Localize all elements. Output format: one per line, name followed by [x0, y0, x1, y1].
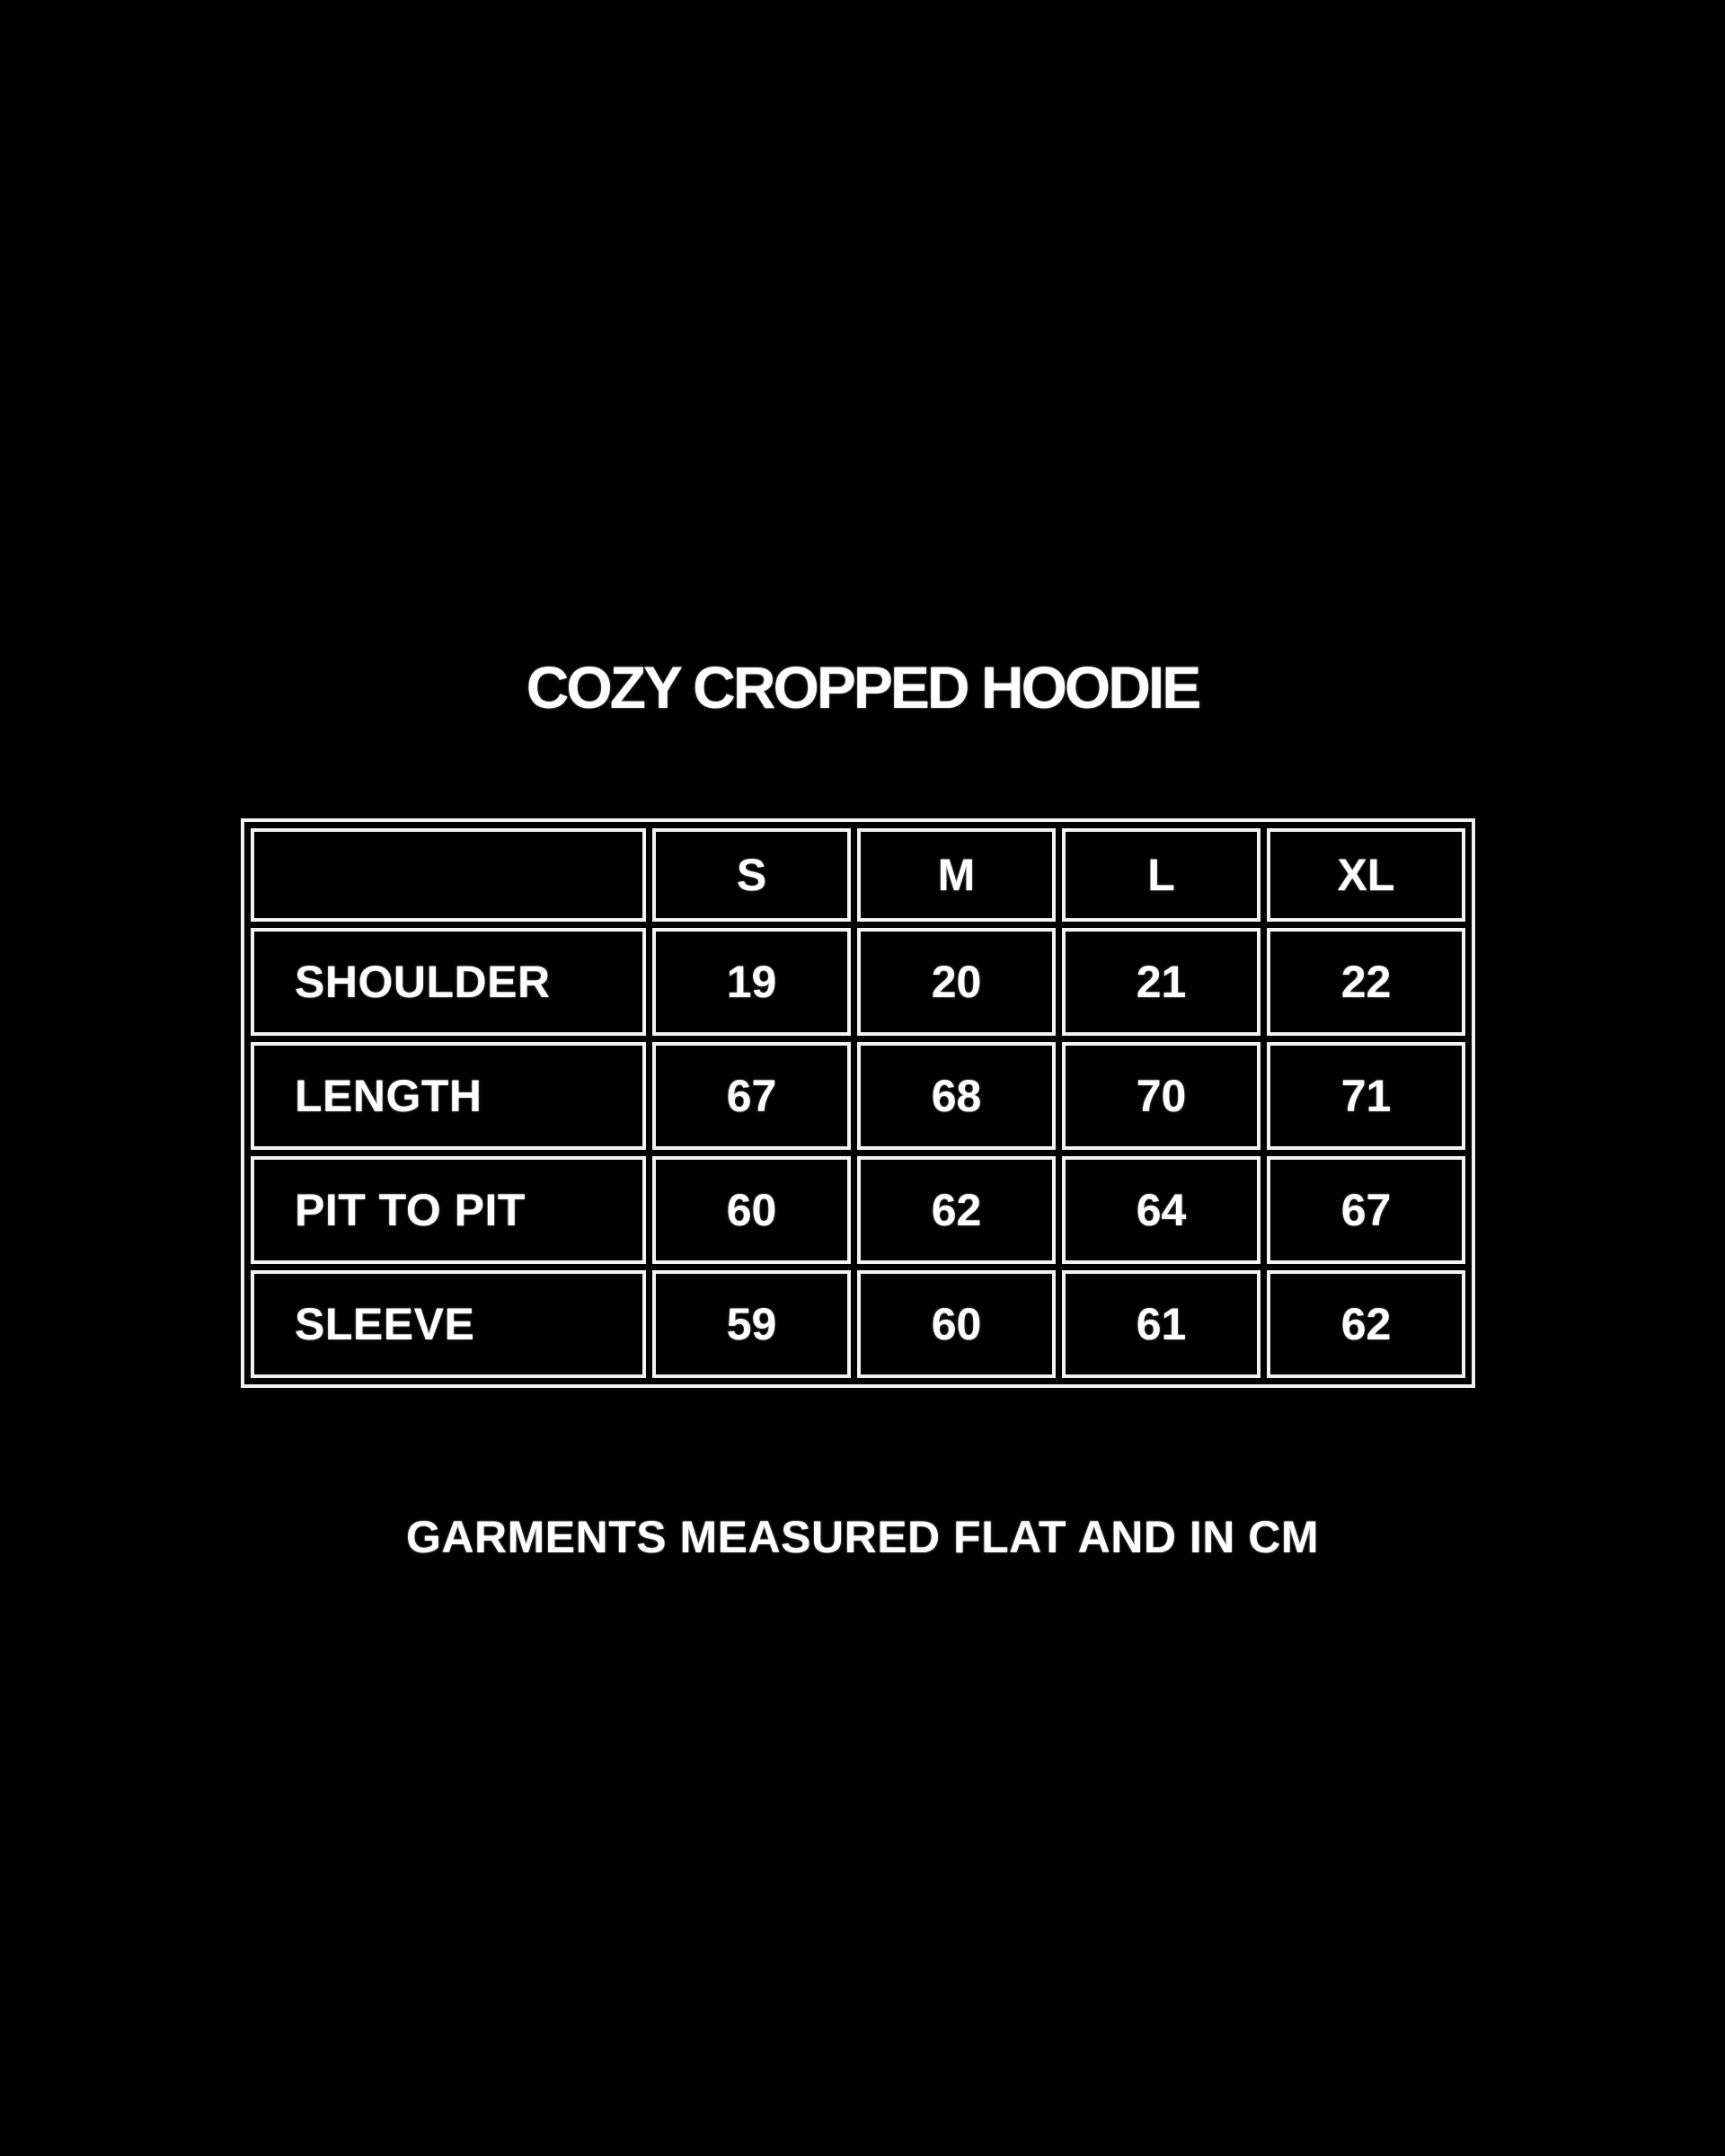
- size-chart-table: S M L XL SHOULDER 19 20 21 22 LENGTH 67 …: [241, 818, 1475, 1388]
- measurement-value-cell: 61: [1062, 1270, 1261, 1378]
- measurement-value-cell: 62: [857, 1156, 1056, 1264]
- measurement-value-cell: 67: [652, 1042, 851, 1150]
- row-label-sleeve: SLEEVE: [251, 1270, 646, 1378]
- table-row-shoulder: SHOULDER 19 20 21 22: [251, 928, 1465, 1036]
- table-row-sleeve: SLEEVE 59 60 61 62: [251, 1270, 1465, 1378]
- measurement-value-cell: 59: [652, 1270, 851, 1378]
- corner-cell: [251, 828, 646, 922]
- measurement-value-cell: 60: [857, 1270, 1056, 1378]
- size-chart-header-row: S M L XL: [251, 828, 1465, 922]
- row-label-shoulder: SHOULDER: [251, 928, 646, 1036]
- measurement-value-cell: 60: [652, 1156, 851, 1264]
- column-header-xl: XL: [1267, 828, 1465, 922]
- measurement-value-cell: 20: [857, 928, 1056, 1036]
- measurement-value-cell: 64: [1062, 1156, 1261, 1264]
- table-row-length: LENGTH 67 68 70 71: [251, 1042, 1465, 1150]
- product-title: COZY CROPPED HOODIE: [526, 654, 1202, 720]
- column-header-l: L: [1062, 828, 1261, 922]
- measurement-value-cell: 70: [1062, 1042, 1261, 1150]
- measurement-value-cell: 22: [1267, 928, 1465, 1036]
- measurement-value-cell: 21: [1062, 928, 1261, 1036]
- column-header-s: S: [652, 828, 851, 922]
- column-header-m: M: [857, 828, 1056, 922]
- row-label-length: LENGTH: [251, 1042, 646, 1150]
- measurement-value-cell: 62: [1267, 1270, 1465, 1378]
- measurement-value-cell: 68: [857, 1042, 1056, 1150]
- measurement-value-cell: 67: [1267, 1156, 1465, 1264]
- row-label-pit-to-pit: PIT TO PIT: [251, 1156, 646, 1264]
- measurement-footnote: GARMENTS MEASURED FLAT AND IN CM: [406, 1512, 1319, 1562]
- table-row-pit-to-pit: PIT TO PIT 60 62 64 67: [251, 1156, 1465, 1264]
- measurement-value-cell: 71: [1267, 1042, 1465, 1150]
- measurement-value-cell: 19: [652, 928, 851, 1036]
